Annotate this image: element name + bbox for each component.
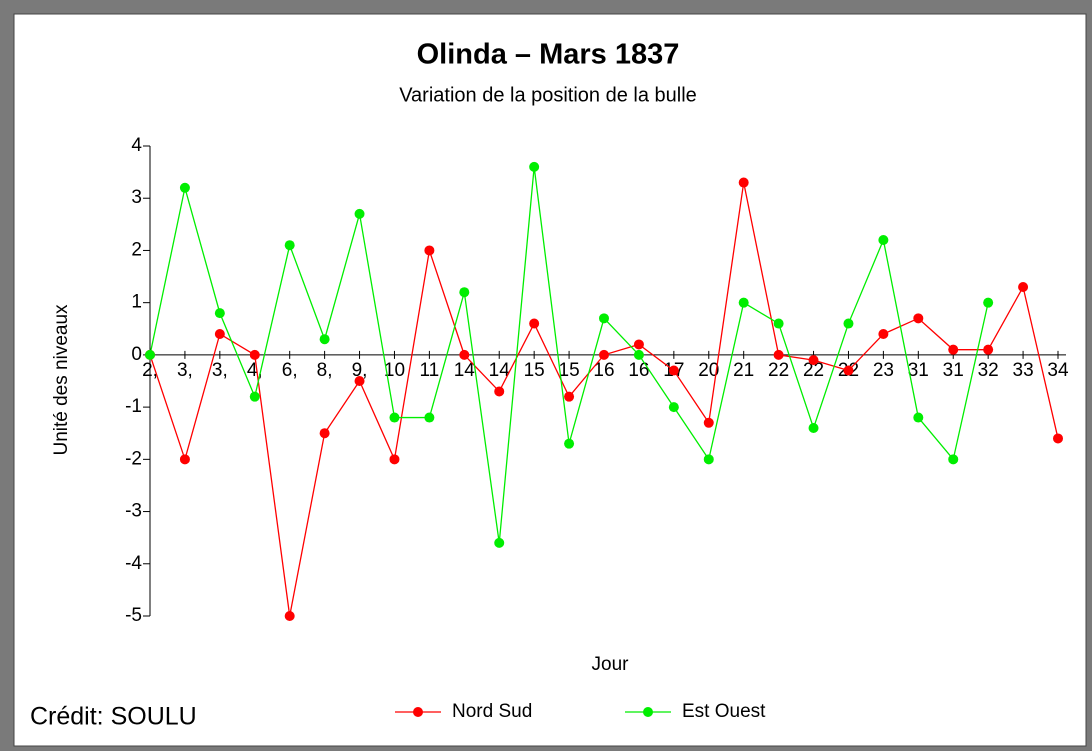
data-point bbox=[459, 287, 470, 298]
data-point bbox=[703, 454, 714, 465]
x-tick-label: 4, bbox=[247, 360, 263, 381]
data-point bbox=[214, 308, 225, 319]
x-tick-label: 3, bbox=[212, 360, 228, 381]
legend-marker bbox=[413, 707, 423, 717]
data-point bbox=[633, 339, 644, 350]
data-point bbox=[494, 386, 505, 397]
x-tick-label: 8, bbox=[317, 360, 333, 381]
x-tick-label: 22 bbox=[768, 360, 789, 381]
y-tick-label: 4 bbox=[131, 135, 142, 156]
data-point bbox=[354, 376, 365, 386]
data-point bbox=[529, 161, 540, 172]
data-point bbox=[179, 182, 190, 193]
x-tick-label: 33 bbox=[1013, 360, 1034, 381]
x-tick-label: 15 bbox=[524, 360, 545, 381]
y-tick-label: -2 bbox=[125, 448, 142, 469]
data-point bbox=[738, 177, 749, 188]
data-point bbox=[1018, 282, 1029, 292]
data-point bbox=[843, 365, 854, 376]
x-tick-label: 3, bbox=[177, 360, 193, 381]
data-point bbox=[529, 318, 540, 329]
data-point bbox=[424, 412, 435, 423]
data-point bbox=[948, 344, 959, 355]
data-point bbox=[179, 454, 190, 465]
data-point bbox=[773, 349, 784, 360]
data-point bbox=[564, 438, 575, 449]
data-point bbox=[389, 454, 400, 465]
y-axis-label: Unité des niveaux bbox=[51, 304, 72, 456]
data-point bbox=[948, 454, 959, 465]
x-tick-label: 14 bbox=[489, 360, 511, 381]
x-tick-label: 20 bbox=[698, 360, 719, 381]
y-tick-label: 3 bbox=[131, 187, 142, 208]
data-point bbox=[284, 240, 295, 251]
data-point bbox=[214, 329, 225, 339]
data-point bbox=[284, 611, 295, 621]
chart-title: Olinda – Mars 1837 bbox=[417, 39, 680, 71]
data-point bbox=[808, 423, 819, 433]
data-point bbox=[633, 349, 644, 360]
data-point bbox=[249, 391, 260, 402]
y-tick-label: 1 bbox=[131, 292, 142, 313]
x-tick-label: 23 bbox=[873, 360, 894, 381]
data-point bbox=[459, 349, 470, 360]
x-tick-label: 21 bbox=[733, 360, 754, 381]
data-point bbox=[878, 329, 889, 339]
data-point bbox=[843, 318, 854, 329]
x-tick-label: 32 bbox=[978, 360, 999, 381]
legend-label: Est Ouest bbox=[682, 701, 766, 722]
x-axis-label: Jour bbox=[592, 654, 630, 675]
x-tick-label: 10 bbox=[384, 360, 405, 381]
x-tick-label: 11 bbox=[420, 360, 440, 381]
legend-label: Nord Sud bbox=[452, 701, 532, 722]
credit: Crédit: SOULU bbox=[30, 703, 197, 731]
y-tick-label: -1 bbox=[125, 396, 142, 417]
data-point bbox=[668, 402, 679, 413]
data-point bbox=[703, 417, 714, 428]
data-point bbox=[738, 297, 749, 308]
data-point bbox=[773, 318, 784, 329]
data-point bbox=[668, 365, 679, 376]
data-point bbox=[389, 412, 400, 423]
y-tick-label: -5 bbox=[125, 605, 142, 626]
data-point bbox=[983, 344, 994, 355]
data-point bbox=[983, 297, 994, 308]
x-tick-label: 14 bbox=[454, 360, 476, 381]
data-point bbox=[878, 235, 889, 245]
x-tick-label: 31 bbox=[908, 360, 929, 381]
data-point bbox=[319, 334, 330, 345]
x-tick-label: 16 bbox=[593, 360, 614, 381]
data-point bbox=[599, 349, 609, 360]
data-point bbox=[424, 245, 435, 256]
data-point bbox=[913, 313, 924, 324]
data-point bbox=[599, 313, 609, 324]
chart-subtitle: Variation de la position de la bulle bbox=[399, 84, 697, 106]
legend-marker bbox=[643, 707, 653, 717]
x-tick-label: 6, bbox=[282, 360, 298, 381]
data-point bbox=[1053, 433, 1063, 444]
x-tick-label: 31 bbox=[943, 360, 964, 381]
x-tick-label: 34 bbox=[1047, 360, 1069, 381]
data-point bbox=[145, 349, 155, 360]
x-tick-label: 16 bbox=[628, 360, 649, 381]
data-point bbox=[808, 355, 819, 366]
data-point bbox=[913, 412, 924, 423]
data-point bbox=[494, 537, 505, 548]
data-point bbox=[354, 208, 365, 219]
panel bbox=[13, 13, 1087, 747]
x-tick-label: 9, bbox=[352, 360, 368, 381]
y-tick-label: 0 bbox=[131, 344, 142, 365]
data-point bbox=[319, 428, 330, 439]
data-point bbox=[249, 349, 260, 360]
y-tick-label: -3 bbox=[125, 501, 142, 522]
x-tick-label: 22 bbox=[803, 360, 824, 381]
data-point bbox=[564, 391, 575, 402]
x-tick-label: 15 bbox=[559, 360, 580, 381]
y-tick-label: -4 bbox=[125, 553, 142, 574]
y-tick-label: 2 bbox=[131, 239, 142, 260]
